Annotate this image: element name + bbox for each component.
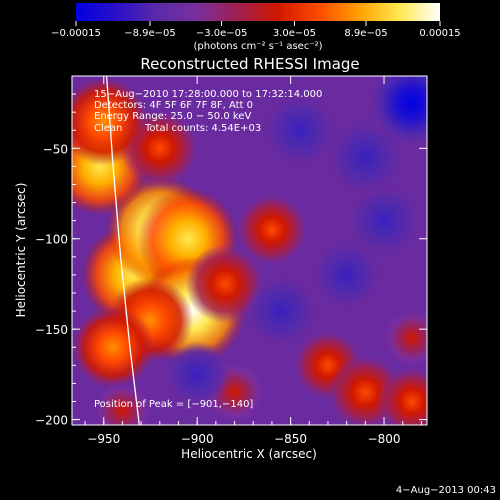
x-tick-label: −900 (181, 432, 214, 446)
heatmap-source (347, 184, 421, 258)
heatmap-source (185, 244, 265, 324)
colorbar: −0.00015 −8.9e−05 −3.0e−05 3.0e−05 8.9e−05 0.… (51, 3, 461, 52)
heatmap-source (72, 306, 155, 389)
heatmap-source (311, 240, 382, 310)
annotation-algorithm: Clean (94, 123, 122, 134)
solar-limb-line (105, 76, 140, 425)
x-tick-label: −950 (87, 432, 120, 446)
heatmap-source (380, 306, 427, 370)
plot-area: −950 −900 −850 −800 −50 −100 −150 −200 15−Aug−2… (35, 75, 428, 446)
colorbar-tick-label: 0.00015 (419, 28, 460, 39)
y-tick-label: −200 (35, 414, 68, 428)
x-axis-label: Heliocentric X (arcsec) (181, 447, 317, 461)
y-axis-label: Heliocentric Y (arcsec) (14, 183, 28, 318)
colorbar-tick-label: −0.00015 (51, 28, 101, 39)
colorbar-tick-label: 8.9e−05 (344, 28, 387, 39)
plot-frame (71, 75, 428, 426)
heatmap-source (235, 193, 309, 267)
annotation-energy-range: Energy Range: 25.0 − 50.0 keV (94, 111, 251, 122)
colorbar-tick-label: 3.0e−05 (273, 28, 316, 39)
x-tick-label: −850 (274, 432, 307, 446)
heatmap-source (377, 366, 427, 425)
colorbar-ticks: −0.00015 −8.9e−05 −3.0e−05 3.0e−05 8.9e−05 0.… (51, 21, 461, 39)
heatmap-sources (72, 76, 427, 425)
x-tick-label: −800 (368, 432, 401, 446)
y-tick-label: −100 (35, 233, 68, 247)
y-tick-label: −150 (35, 323, 68, 337)
y-tick-label: −50 (43, 142, 68, 156)
annotation-detectors: Detectors: 4F 5F 6F 7F 8F, Att 0 (94, 100, 253, 111)
heatmap-source (163, 341, 231, 408)
colorbar-tick-label: −8.9e−05 (124, 28, 176, 39)
heatmap-source (327, 119, 404, 196)
render-timestamp: 4−Aug−2013 00:43 (396, 485, 496, 496)
heatmap-source (367, 76, 427, 148)
colorbar-tick-label: −3.0e−05 (196, 28, 248, 39)
heatmap-source (263, 93, 337, 167)
colorbar-units: (photons cm⁻² s⁻¹ asec⁻²) (193, 41, 322, 52)
annotation-time-range: 15−Aug−2010 17:28:00.000 to 17:32:14.000 (94, 89, 322, 100)
heatmap-source (244, 274, 318, 348)
colorbar-gradient (76, 3, 440, 21)
annotation-total-counts: Total counts: 4.54E+03 (144, 123, 261, 134)
axis-ticks: −950 −900 −850 −800 −50 −100 −150 −200 (35, 76, 427, 446)
peak-position-label: Position of Peak = [−901,−140] (94, 399, 253, 410)
annotation-block: 15−Aug−2010 17:28:00.000 to 17:32:14.000… (94, 89, 322, 134)
chart-title: Reconstructed RHESSI Image (140, 55, 359, 73)
